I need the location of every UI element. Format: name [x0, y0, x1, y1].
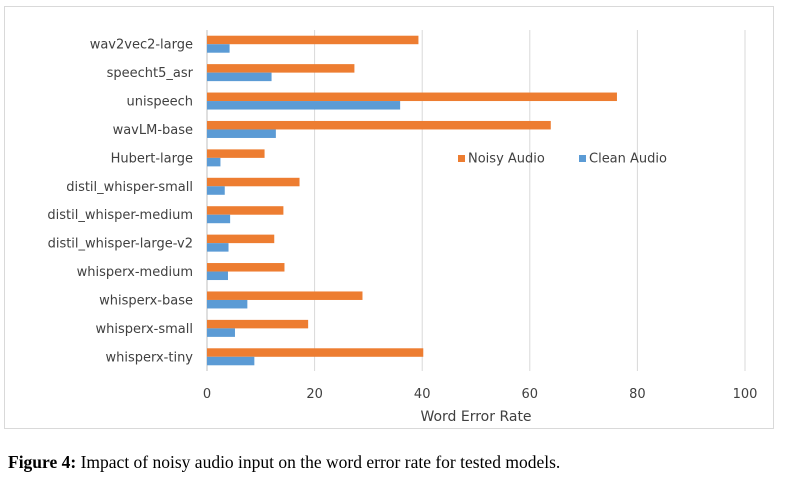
bar-chart: 0 20 40 60 80 100 wav2vec2-large speecht5_asrun… [47, 30, 758, 425]
noisy-audio-bar [207, 177, 300, 187]
chart-frame [4, 6, 774, 429]
category-label: speecht5_asr [107, 66, 194, 81]
category-label: wav2vec2-large [90, 38, 193, 53]
caption-label: Figure 4: [8, 452, 77, 472]
x-axis-title: Word Error Rate [420, 409, 531, 425]
noisy-audio-bar [207, 206, 284, 215]
clean-audio-bar [207, 328, 235, 337]
noisy-audio-bar [207, 35, 419, 45]
category-label: whisperx-medium [77, 265, 193, 280]
category-label: whisperx-small [95, 322, 193, 337]
clean-audio-bar [207, 72, 272, 82]
caption-text: Impact of noisy audio input on the word … [76, 452, 561, 472]
clean-audio-bar [207, 186, 225, 195]
x-tick-label: 80 [629, 387, 646, 402]
category-label: whisperx-base [99, 293, 193, 308]
clean-audio-bar [207, 271, 228, 281]
clean-audio-bar [207, 157, 221, 167]
noisy-audio-bar [207, 291, 363, 300]
category-label: unispeech [127, 95, 194, 110]
category-label: wavLM-base [113, 123, 193, 138]
noisy-audio-bar [207, 263, 285, 272]
x-tick-label: 20 [306, 387, 323, 402]
x-tick-label: 100 [733, 387, 758, 402]
clean-audio-bar [207, 214, 231, 224]
x-tick-label: 60 [522, 387, 539, 402]
clean-audio-bar [207, 44, 230, 53]
noisy-audio-bar [207, 149, 265, 158]
x-tick-label: 40 [414, 387, 431, 402]
clean-audio-bar [207, 299, 248, 309]
clean-audio-bar [207, 129, 276, 138]
figure-caption: Figure 4: Impact of noisy audio input on… [8, 452, 788, 473]
category-label: whisperx-tiny [105, 350, 193, 365]
legend-label-clean: Clean Audio [589, 152, 667, 167]
noisy-audio-bar [207, 319, 309, 329]
clean-audio-bar [207, 356, 255, 366]
legend-swatch-clean [579, 155, 586, 162]
clean-audio-bar [207, 243, 229, 252]
category-label: distil_whisper-medium [47, 208, 193, 223]
noisy-audio-bar [207, 348, 424, 357]
legend-swatch-noisy [458, 155, 465, 162]
category-label: distil_whisper-large-v2 [48, 237, 193, 252]
noisy-audio-bar [207, 120, 551, 130]
noisy-audio-bar [207, 234, 275, 244]
x-tick-label: 0 [203, 387, 211, 402]
clean-audio-bar [207, 101, 401, 110]
category-label: distil_whisper-small [66, 180, 193, 195]
noisy-audio-bar [207, 92, 617, 102]
category-label: Hubert-large [111, 151, 193, 166]
legend-label-noisy: Noisy Audio [468, 152, 545, 167]
noisy-audio-bar [207, 64, 355, 73]
